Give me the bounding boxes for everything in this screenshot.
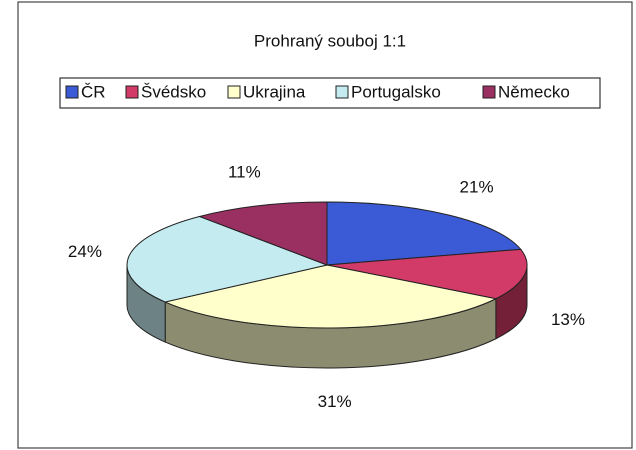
data-label: 24% — [68, 242, 102, 261]
legend-label: Ukrajina — [243, 82, 306, 101]
slice — [163, 264, 498, 329]
legend-swatch — [65, 85, 79, 99]
data-label: 31% — [318, 392, 352, 411]
legend-swatch — [482, 85, 496, 99]
legend-label: Německo — [498, 82, 570, 101]
legend-box — [59, 77, 601, 109]
slice — [126, 215, 329, 303]
data-label: 11% — [228, 163, 261, 182]
slice — [197, 201, 328, 266]
legend-swatch — [227, 85, 241, 99]
slice — [326, 201, 522, 266]
data-label: 21% — [460, 177, 494, 196]
slice — [326, 248, 528, 300]
legend-swatch — [335, 85, 349, 99]
legend-label: Švédsko — [141, 82, 206, 101]
chart-title: Prohraný souboj 1:1 — [254, 31, 406, 50]
legend-label: Portugalsko — [351, 82, 441, 101]
legend-swatch — [125, 85, 139, 99]
data-label: 13% — [551, 310, 585, 329]
legend-label: ČR — [81, 82, 106, 101]
